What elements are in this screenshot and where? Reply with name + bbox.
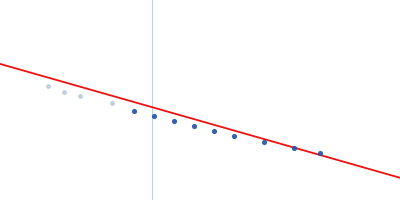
Point	[171, 119, 177, 122]
Point	[151, 114, 157, 117]
Point	[291, 146, 297, 149]
Point	[211, 129, 217, 132]
Point	[77, 94, 83, 97]
Point	[131, 110, 137, 113]
Point	[109, 101, 115, 104]
Point	[61, 90, 67, 93]
Point	[261, 140, 267, 143]
Point	[231, 134, 237, 137]
Point	[317, 152, 323, 155]
Point	[45, 85, 51, 88]
Point	[191, 124, 197, 127]
